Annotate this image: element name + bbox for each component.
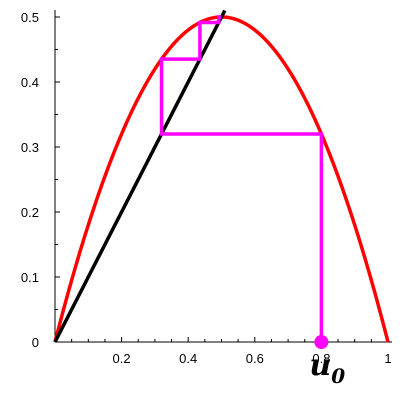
identity-line bbox=[53, 9, 227, 343]
x-tick-label: 0.4 bbox=[179, 351, 197, 366]
u0-label: u0 bbox=[309, 348, 345, 388]
u0-label-main: u bbox=[309, 348, 331, 383]
u0-marker bbox=[314, 335, 329, 349]
marker-layer bbox=[314, 335, 329, 349]
y-tick-label: 0.2 bbox=[21, 205, 39, 220]
y-tick-label: 0.1 bbox=[21, 270, 39, 285]
tick-labels: 0.2 0.4 0.6 0.8 1 0 0.1 0.2 0.3 0.4 0.5 bbox=[21, 10, 392, 366]
y-tick-label: 0.3 bbox=[21, 140, 39, 155]
u0-label-subscript: 0 bbox=[331, 364, 345, 388]
cobweb-path bbox=[159, 15, 324, 342]
x-tick-label: 1 bbox=[384, 351, 391, 366]
x-tick-label: 0.6 bbox=[246, 351, 264, 366]
y-tick-label: 0.4 bbox=[21, 75, 39, 90]
x-tick-label: 0.2 bbox=[113, 351, 131, 366]
y-tick-label: 0 bbox=[32, 335, 39, 350]
x-tick-label: 0.8 bbox=[312, 351, 330, 366]
series-layer bbox=[53, 9, 390, 343]
y-tick-label: 0.5 bbox=[21, 10, 39, 25]
logistic-curve bbox=[53, 15, 390, 343]
